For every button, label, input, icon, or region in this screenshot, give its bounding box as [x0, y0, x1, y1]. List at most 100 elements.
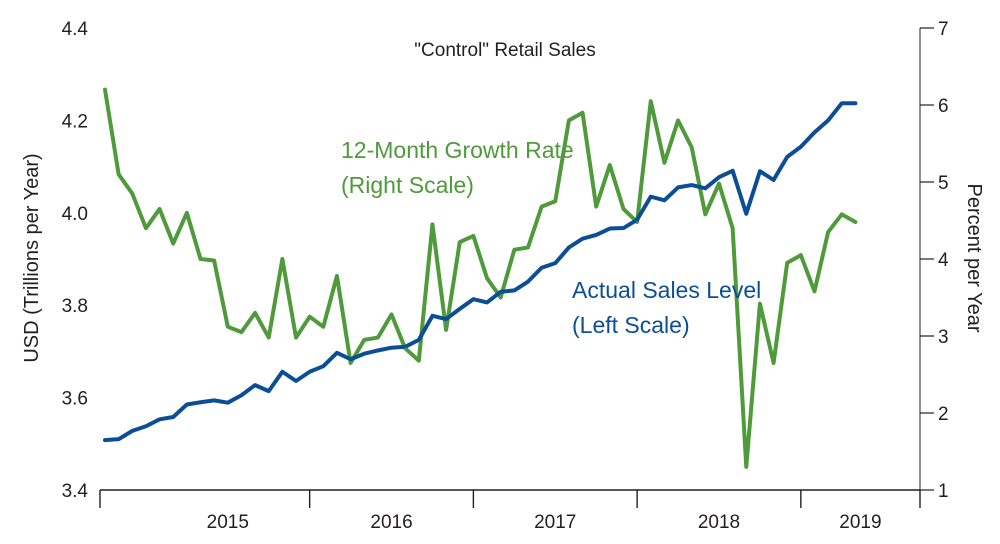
sales-point: [731, 169, 734, 172]
sales-point: [554, 262, 557, 265]
sales-point: [322, 365, 325, 368]
growth-point: [472, 235, 475, 237]
growth-point: [486, 277, 488, 280]
sales-annotation-line2: (Left Scale): [572, 312, 690, 338]
sales-point: [226, 401, 229, 404]
sales-point: [431, 314, 434, 317]
sales-point: [295, 380, 297, 382]
sales-point: [172, 416, 175, 418]
sales-point: [540, 266, 543, 269]
growth-point: [145, 227, 147, 230]
growth-point: [295, 336, 297, 339]
growth-point: [622, 208, 625, 210]
sales-point: [690, 184, 693, 186]
sales-point: [281, 370, 284, 373]
right-tick-label: 7: [938, 19, 949, 40]
left-tick-label: 4.0: [62, 204, 88, 225]
left-tick-label: 3.4: [62, 481, 89, 502]
growth-point: [308, 315, 311, 318]
growth-point: [199, 258, 202, 260]
right-tick-label: 3: [938, 327, 949, 348]
growth-point: [445, 328, 447, 331]
growth-point: [663, 161, 666, 164]
right-axis-title: Percent per Year: [963, 184, 985, 333]
sales-point: [308, 370, 311, 373]
growth-point: [322, 325, 325, 328]
sales-point: [677, 186, 679, 189]
sales-point: [745, 212, 748, 215]
growth-point: [527, 246, 529, 249]
growth-point: [254, 312, 256, 314]
sales-point: [349, 358, 352, 361]
growth-point: [704, 213, 707, 216]
growth-point: [349, 362, 352, 364]
sales-point: [608, 227, 611, 230]
growth-point: [636, 221, 639, 223]
sales-point: [663, 199, 666, 202]
sales-point: [104, 439, 106, 441]
sales-point: [759, 170, 761, 173]
year-label: 2018: [698, 512, 740, 533]
growth-point: [431, 223, 434, 226]
growth-point: [554, 200, 557, 203]
sales-point: [622, 227, 625, 229]
left-tick-label: 4.2: [62, 111, 88, 132]
growth-point: [117, 173, 120, 176]
sales-point: [445, 318, 447, 320]
growth-point: [131, 192, 134, 195]
chart-title: "Control" Retail Sales: [414, 40, 595, 61]
right-tick-label: 6: [938, 96, 949, 117]
growth-point: [827, 231, 830, 233]
sales-point: [390, 346, 393, 349]
growth-point: [608, 164, 611, 166]
sales-point: [799, 145, 802, 148]
sales-point: [458, 308, 461, 310]
left-tick-label: 3.6: [62, 389, 88, 410]
sales-point: [158, 418, 161, 421]
sales-point: [854, 102, 857, 105]
sales-point: [145, 425, 147, 428]
growth-point: [499, 296, 502, 299]
growth-point: [813, 290, 816, 293]
growth-point: [595, 205, 598, 208]
sales-point: [813, 131, 816, 134]
right-tick-label: 2: [938, 404, 949, 425]
sales-level-line: [103, 101, 858, 443]
sales-point: [199, 401, 202, 404]
sales-point: [499, 290, 502, 293]
sales-point: [636, 218, 639, 221]
growth-point: [731, 227, 734, 230]
growth-point: [363, 338, 366, 341]
sales-point: [336, 351, 338, 354]
growth-point: [772, 362, 775, 364]
growth-point: [104, 88, 106, 91]
left-tick-label: 4.4: [62, 19, 89, 40]
year-label: 2019: [839, 512, 881, 533]
growth-point: [172, 242, 175, 245]
growth-point: [568, 119, 570, 122]
growth-point: [690, 146, 693, 149]
growth-point: [458, 241, 461, 243]
sales-point: [363, 352, 366, 355]
growth-point: [540, 205, 543, 208]
growth-point: [759, 302, 761, 305]
growth-point: [240, 331, 243, 334]
sales-point: [267, 390, 270, 393]
growth-point: [854, 221, 857, 223]
right-tick-label: 1: [938, 481, 949, 502]
year-label: 2015: [207, 512, 249, 533]
sales-point: [117, 438, 120, 441]
growth-point: [649, 100, 652, 103]
sales-point: [404, 345, 407, 348]
sales-point: [718, 176, 720, 179]
sales-point: [827, 119, 830, 122]
growth-point: [336, 275, 338, 277]
growth-point: [158, 208, 161, 210]
growth-point: [185, 211, 188, 214]
sales-point: [527, 280, 529, 283]
growth-point: [513, 248, 516, 251]
growth-point: [718, 182, 720, 185]
growth-point: [376, 336, 379, 339]
growth-annotation-line2: (Right Scale): [341, 172, 474, 198]
